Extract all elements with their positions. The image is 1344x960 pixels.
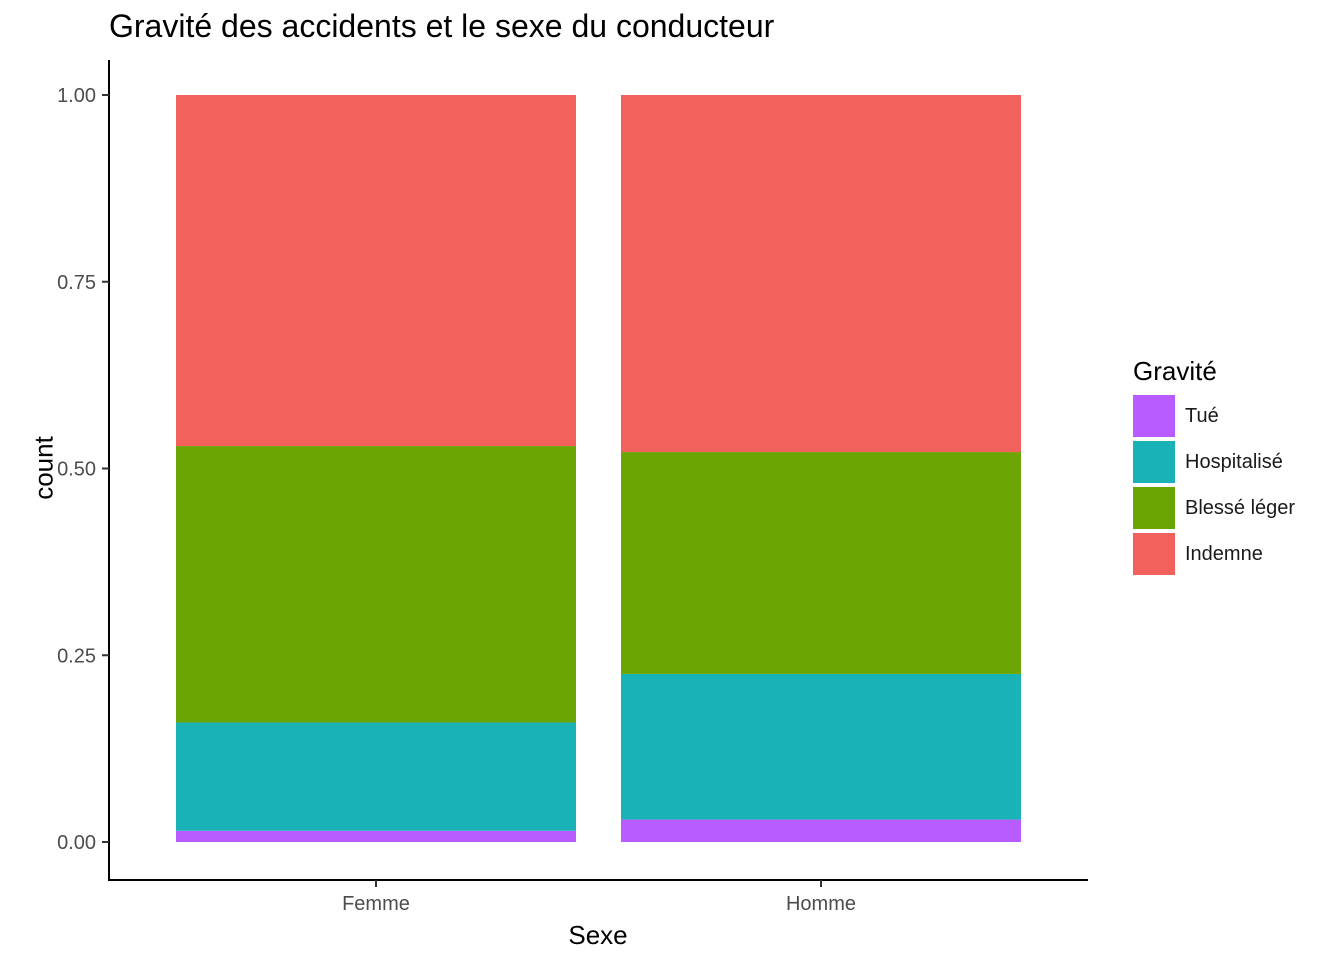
x-tick-label: Femme <box>342 893 410 915</box>
bar-homme-1 <box>621 673 1021 820</box>
legend-key-tue <box>1133 395 1175 437</box>
bar-homme-2 <box>621 452 1021 674</box>
legend-label-indemne: Indemne <box>1185 542 1263 565</box>
legend: Gravité Tué Hospitalisé Blessé léger Ind… <box>1133 356 1295 577</box>
legend-key-blesse-leger <box>1133 487 1175 529</box>
bar-femme-1 <box>176 722 576 831</box>
legend-item-hospitalise: Hospitalisé <box>1133 439 1295 485</box>
legend-label-tue: Tué <box>1185 404 1219 427</box>
y-tick-label: 0.50 <box>57 459 96 481</box>
legend-title: Gravité <box>1133 356 1217 386</box>
bar-femme-3 <box>176 95 576 447</box>
y-tick-label: 1.00 <box>57 85 96 107</box>
bar-femme-2 <box>176 446 576 723</box>
legend-key-hospitalise <box>1133 441 1175 483</box>
y-tick-label: 0.75 <box>57 272 96 294</box>
legend-key-indemne <box>1133 533 1175 575</box>
x-axis-label: Sexe <box>568 920 628 950</box>
bar-femme-0 <box>176 830 576 842</box>
legend-item-blesse-leger: Blessé léger <box>1133 485 1295 531</box>
axes-layer <box>108 60 1088 881</box>
x-ticks: Femme Homme <box>342 880 856 915</box>
y-axis-label: count <box>28 436 59 500</box>
y-tick-label: 0.00 <box>57 832 96 854</box>
x-tick-label: Homme <box>786 893 856 915</box>
y-tick-label: 0.25 <box>57 645 96 667</box>
bar-layer <box>176 95 1021 842</box>
legend-item-tue: Tué <box>1133 393 1295 439</box>
bar-homme-0 <box>621 819 1021 842</box>
legend-item-indemne: Indemne <box>1133 531 1295 577</box>
y-ticks: 0.00 0.25 0.50 0.75 1.00 <box>57 85 109 854</box>
legend-label-blesse-leger: Blessé léger <box>1185 496 1296 519</box>
chart-title: Gravité des accidents et le sexe du cond… <box>109 8 775 44</box>
legend-label-hospitalise: Hospitalisé <box>1185 450 1283 473</box>
bar-homme-3 <box>621 95 1021 453</box>
